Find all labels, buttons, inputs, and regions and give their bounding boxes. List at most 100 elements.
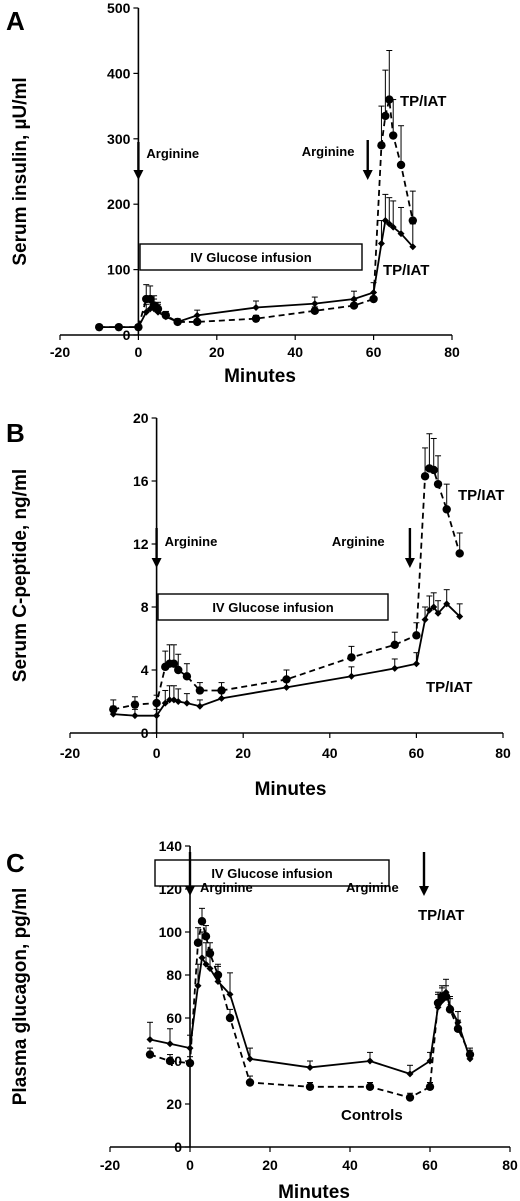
data-point	[217, 686, 226, 695]
x-tick-label: 0	[135, 344, 143, 360]
data-point	[349, 301, 359, 310]
data-point	[412, 631, 421, 640]
glucose-infusion-label: IV Glucose infusion	[212, 600, 333, 615]
arginine-label: Arginine	[302, 144, 355, 159]
y-tick-label: 100	[159, 924, 183, 940]
series-controls	[145, 907, 475, 1102]
arginine-label: Arginine	[165, 534, 218, 549]
data-point	[193, 938, 203, 947]
data-point	[252, 304, 260, 312]
data-point	[183, 699, 191, 707]
y-tick-label: 0	[174, 1139, 182, 1155]
data-point	[311, 300, 319, 308]
y-tick-label: 500	[107, 0, 131, 16]
data-point	[453, 1024, 463, 1033]
y-axis-label: Serum insulin, µU/ml	[10, 77, 31, 265]
y-tick-label: 8	[141, 599, 149, 615]
data-point	[197, 917, 207, 926]
y-tick-label: 20	[133, 410, 149, 426]
arrow-head	[419, 886, 429, 896]
y-tick-label: 400	[107, 65, 131, 81]
x-tick-label: 0	[186, 1157, 194, 1173]
data-point	[196, 702, 204, 710]
data-point	[305, 1082, 315, 1092]
x-tick-label: 20	[262, 1157, 278, 1173]
data-point	[134, 322, 143, 332]
glucose-infusion-box	[154, 859, 390, 887]
y-tick-label: 0	[123, 327, 131, 343]
data-point	[433, 998, 443, 1008]
x-axis-label: Minutes	[255, 779, 327, 800]
data-point	[366, 1057, 374, 1065]
series-label: TP/IAT	[458, 487, 504, 504]
x-axis-label: Minutes	[224, 366, 296, 387]
data-point	[213, 970, 223, 980]
x-tick-label: 0	[153, 745, 161, 761]
data-point	[201, 932, 211, 941]
glucose-infusion-box	[157, 593, 389, 621]
data-point	[226, 990, 234, 998]
series-label: TP/IAT	[426, 679, 472, 696]
data-point	[441, 992, 451, 1001]
data-point	[389, 131, 398, 140]
data-point	[109, 705, 118, 714]
y-tick-label: 20	[166, 1096, 182, 1112]
y-tick-label: 100	[107, 262, 131, 278]
data-point	[365, 1082, 375, 1092]
arrow-head	[133, 170, 144, 180]
x-tick-label: 60	[366, 344, 382, 360]
x-tick-label: 40	[322, 745, 338, 761]
data-point	[390, 640, 399, 649]
x-axis-label: Minutes	[278, 1182, 350, 1201]
data-point	[385, 220, 393, 228]
data-point	[166, 696, 174, 704]
arrow-head	[362, 170, 373, 180]
x-tick-label: 60	[422, 1157, 438, 1173]
data-point	[195, 686, 205, 695]
x-tick-label: 40	[342, 1157, 358, 1173]
data-point	[412, 660, 420, 668]
data-point	[425, 606, 433, 614]
x-tick-label: 40	[287, 344, 303, 360]
y-tick-label: 16	[133, 473, 149, 489]
data-point	[130, 700, 140, 709]
data-point	[131, 712, 139, 720]
data-point	[198, 954, 206, 962]
y-tick-label: 60	[166, 1010, 182, 1026]
glucose-infusion-box	[139, 243, 363, 271]
series-line	[149, 921, 471, 1099]
x-tick-label: 20	[209, 344, 225, 360]
chart-panel-A: A 0 100 200 300 400 500 -20 0 20 40 60 80 Minutes Seru…	[6, 0, 460, 387]
arrow-head	[185, 886, 195, 896]
arrow-head	[404, 558, 415, 568]
data-point	[182, 672, 192, 681]
data-point	[421, 616, 429, 624]
y-tick-label: 200	[107, 196, 131, 212]
data-point	[165, 1056, 175, 1066]
data-point	[456, 612, 464, 620]
data-point	[202, 960, 210, 968]
data-point	[169, 659, 179, 668]
data-point	[193, 311, 201, 319]
data-point	[430, 603, 438, 611]
data-point	[173, 317, 182, 327]
arginine-label: Arginine	[200, 880, 253, 895]
series-label: TP/IAT	[400, 93, 446, 110]
data-point	[145, 294, 155, 304]
data-point	[396, 160, 406, 170]
data-point	[152, 698, 161, 708]
data-point	[185, 1058, 195, 1068]
data-point	[142, 308, 150, 316]
data-point	[310, 306, 319, 316]
data-point	[193, 317, 202, 327]
data-point	[381, 217, 389, 225]
data-point	[405, 1093, 415, 1102]
data-point	[145, 1050, 155, 1059]
data-point	[194, 982, 202, 990]
data-point	[206, 965, 214, 973]
data-point	[433, 479, 443, 489]
data-point	[95, 322, 104, 332]
glucose-infusion-label: IV Glucose infusion	[190, 250, 311, 265]
